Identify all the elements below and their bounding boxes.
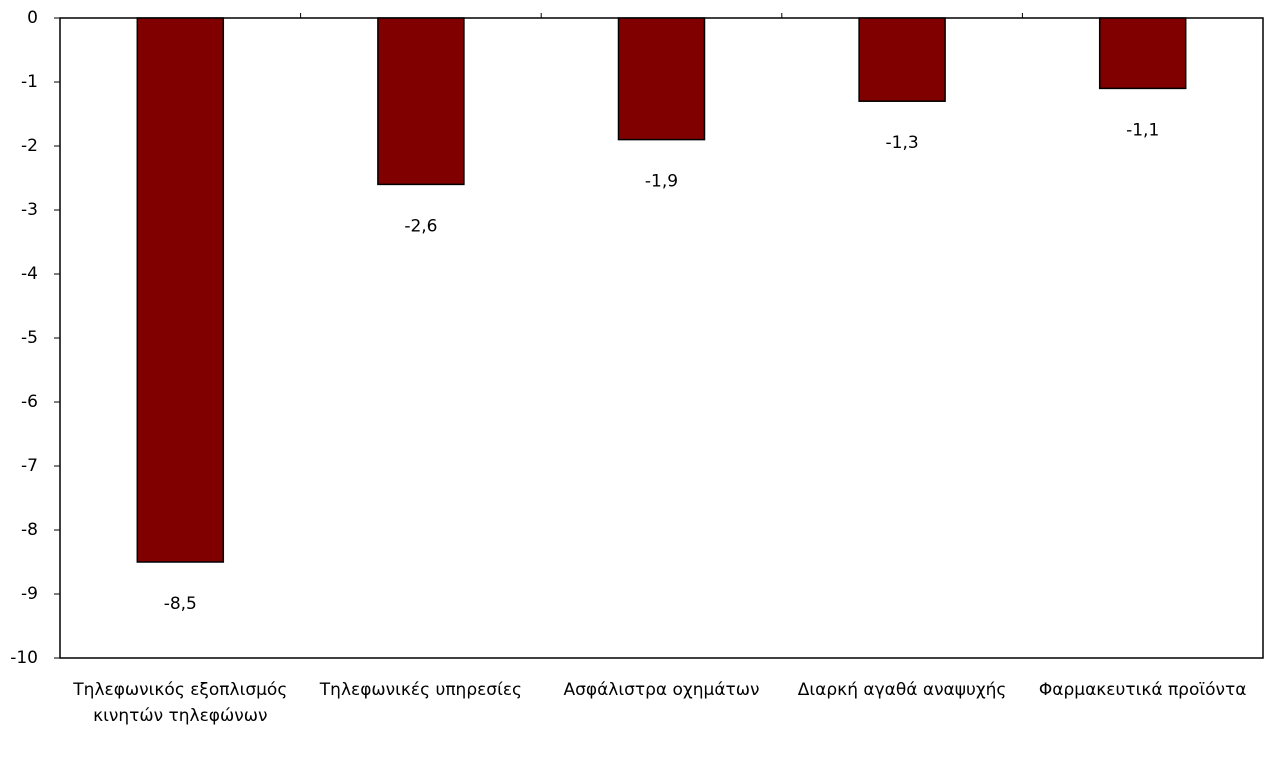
- bar: [136, 17, 225, 563]
- data-label: -1,1: [1126, 120, 1159, 140]
- x-tick-label: Ασφάλιστρα οχημάτων: [563, 680, 760, 700]
- y-tick-label: 0: [27, 8, 38, 28]
- y-tick-label: -4: [21, 264, 38, 284]
- x-tick-label: Φαρμακευτικά προϊόντα: [1038, 680, 1247, 700]
- y-tick-label: -8: [21, 520, 38, 540]
- bar: [377, 17, 465, 186]
- bar: [1098, 17, 1187, 90]
- y-tick-label: -3: [21, 200, 38, 220]
- bar: [858, 17, 946, 102]
- y-tick-label: -7: [21, 456, 38, 476]
- data-label: -2,6: [404, 216, 437, 236]
- y-tick-label: -5: [21, 328, 38, 348]
- x-tick-label: Τηλεφωνικός εξοπλισμός κινητών τηλεφώνων: [73, 680, 288, 726]
- data-label: -1,9: [645, 172, 678, 192]
- y-tick-label: -6: [21, 392, 38, 412]
- data-label: -1,3: [886, 133, 919, 153]
- x-tick-label: Διαρκή αγαθά αναψυχής: [797, 680, 1007, 700]
- y-tick-label: -9: [21, 584, 38, 604]
- y-tick-label: -1: [21, 72, 38, 92]
- y-tick-label: -2: [21, 136, 38, 156]
- data-label: -8,5: [164, 594, 197, 614]
- bar: [617, 17, 706, 141]
- y-tick-label: -10: [10, 648, 38, 668]
- x-tick-label: Τηλεφωνικές υπηρεσίες: [319, 680, 522, 700]
